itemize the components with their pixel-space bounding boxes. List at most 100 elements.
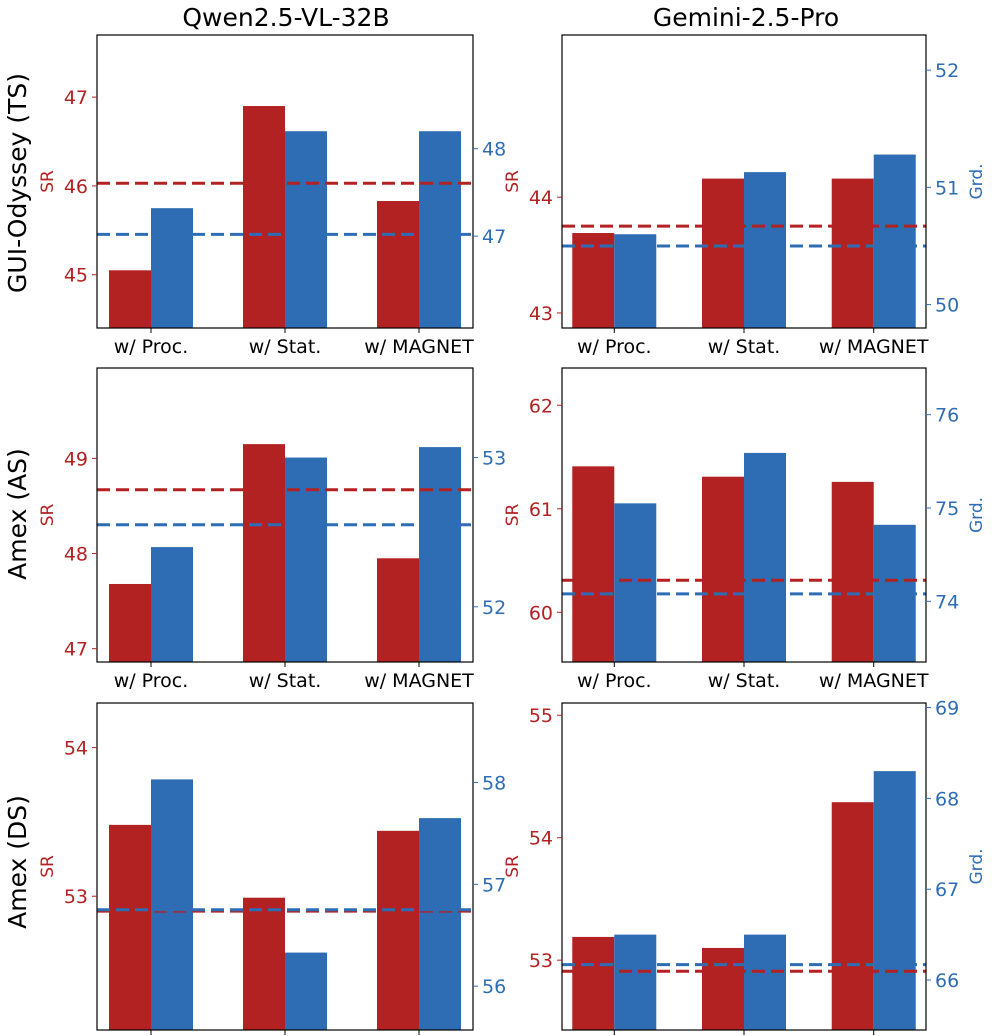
- bar-sr: [831, 481, 874, 662]
- y-axis-label-sr: SR: [503, 855, 523, 878]
- plot-frame: [561, 367, 927, 663]
- bar-sr: [243, 897, 285, 1030]
- y-axis-label-sr: SR: [38, 170, 58, 193]
- y-tick-label-left: 55: [529, 705, 553, 727]
- bar-grd: [419, 447, 461, 662]
- x-tick-label: w/ Proc.: [114, 670, 189, 692]
- panel-3: w/ Proc. w/ Stat. w/ MAGNET 47 48 49 52 53 SR: [38, 367, 506, 692]
- bar-sr: [572, 233, 615, 328]
- row-label-amex-as: Amex (AS): [3, 448, 32, 580]
- y-tick-label-left: 60: [529, 602, 553, 624]
- y-axis-label-grd: Grd.: [967, 163, 987, 199]
- bar-sr: [702, 947, 744, 1030]
- y-axis-label-sr: SR: [38, 855, 58, 878]
- bar-grd: [151, 208, 193, 328]
- y-tick-label-right: 67: [935, 879, 959, 901]
- y-tick-label-right: 48: [482, 139, 506, 161]
- x-tick-label: w/ MAGNET: [364, 336, 474, 358]
- y-tick-label-left: 44: [529, 187, 553, 209]
- bar-grd: [614, 934, 657, 1030]
- bar-sr: [831, 178, 874, 328]
- bar-sr: [109, 824, 151, 1030]
- bar-sr: [831, 802, 874, 1030]
- y-tick-label-right: 52: [935, 60, 959, 82]
- bar-grd: [151, 779, 193, 1030]
- y-tick-label-right: 50: [935, 295, 959, 317]
- y-tick-label-right: 76: [935, 405, 959, 427]
- y-tick-label-right: 56: [482, 976, 506, 998]
- bar-grd: [285, 952, 327, 1030]
- bar-sr: [572, 936, 615, 1030]
- y-tick-label-left: 48: [64, 544, 88, 566]
- y-tick-label-right: 69: [935, 698, 959, 720]
- bar-grd: [614, 234, 657, 328]
- bar-sr: [109, 270, 151, 328]
- x-tick-label: w/ Proc.: [577, 336, 652, 358]
- y-tick-label-right: 58: [482, 772, 506, 794]
- y-tick-label-right: 66: [935, 970, 959, 992]
- panel-2: w/ Proc. w/ Stat. w/ MAGNET 43 44 50 51 52 SR Grd…: [503, 34, 987, 358]
- bar-grd: [744, 934, 786, 1030]
- bar-grd: [419, 818, 461, 1030]
- bar-sr: [702, 178, 744, 328]
- panel-5: w/ Proc.w/ Stat.w/ MAGNET5354565758SR: [38, 702, 506, 1035]
- bar-sr: [109, 583, 151, 662]
- bar-grd: [285, 457, 327, 662]
- plot-frame: [561, 34, 927, 329]
- x-tick-label: w/ Proc.: [114, 336, 189, 358]
- y-axis-label-grd: Grd.: [967, 497, 987, 533]
- bar-grd: [614, 503, 657, 662]
- y-tick-label-right: 74: [935, 591, 959, 613]
- row-label-gui-odyssey: GUI-Odyssey (TS): [3, 73, 32, 293]
- bar-grd: [151, 547, 193, 662]
- y-tick-label-left: 45: [64, 265, 88, 287]
- y-tick-label-left: 47: [64, 87, 88, 109]
- y-tick-label-right: 75: [935, 498, 959, 520]
- bar-grd: [744, 172, 786, 328]
- x-tick-label: w/ Stat.: [708, 670, 781, 692]
- bar-sr: [572, 466, 615, 662]
- plot-frame: [96, 34, 474, 329]
- y-tick-label-left: 62: [529, 395, 553, 417]
- bar-grd: [744, 452, 786, 662]
- row-label-amex-ds: Amex (DS): [3, 795, 32, 929]
- column-title-qwen: Qwen2.5-VL-32B: [182, 3, 389, 32]
- y-tick-label-left: 46: [64, 176, 88, 198]
- y-tick-label-left: 47: [64, 639, 88, 661]
- y-axis-label-sr: SR: [38, 504, 58, 527]
- y-tick-label-right: 52: [482, 597, 506, 619]
- bar-grd: [285, 131, 327, 328]
- plot-frame: [561, 702, 927, 1031]
- y-tick-label-right: 68: [935, 788, 959, 810]
- y-tick-label-right: 47: [482, 226, 506, 248]
- bar-grd: [873, 154, 916, 328]
- y-tick-label-left: 53: [529, 950, 553, 972]
- y-tick-label-right: 53: [482, 448, 506, 470]
- bar-grd: [419, 131, 461, 328]
- panel-6: w/ Proc.w/ Stat.w/ MAGNET53545566676869S…: [503, 698, 987, 1035]
- plot-frame: [96, 367, 474, 663]
- y-tick-label-left: 49: [64, 448, 88, 470]
- bar-grd: [873, 771, 916, 1030]
- y-tick-label-right: 57: [482, 874, 506, 896]
- x-tick-label: w/ MAGNET: [819, 336, 929, 358]
- x-tick-label: w/ MAGNET: [364, 670, 474, 692]
- panel-4: w/ Proc. w/ Stat. w/ MAGNET 60 61 62 74 75 76 SR G…: [503, 367, 987, 692]
- bar-sr: [377, 201, 419, 328]
- y-axis-label-sr: SR: [503, 504, 523, 527]
- x-tick-label: w/ Stat.: [249, 670, 322, 692]
- y-tick-label-left: 54: [529, 828, 553, 850]
- bar-sr: [377, 558, 419, 662]
- x-tick-label: w/ Proc.: [577, 670, 652, 692]
- y-tick-label-left: 54: [64, 738, 88, 760]
- plot-frame: [96, 702, 474, 1031]
- x-tick-label: w/ Stat.: [708, 336, 781, 358]
- column-title-gemini: Gemini-2.5-Pro: [653, 3, 839, 32]
- x-tick-label: w/ Stat.: [249, 336, 322, 358]
- bar-sr: [377, 830, 419, 1030]
- x-tick-label: w/ MAGNET: [819, 670, 929, 692]
- y-axis-label-grd: Grd.: [967, 848, 987, 884]
- y-tick-label-left: 53: [64, 886, 88, 908]
- y-tick-label-left: 43: [529, 303, 553, 325]
